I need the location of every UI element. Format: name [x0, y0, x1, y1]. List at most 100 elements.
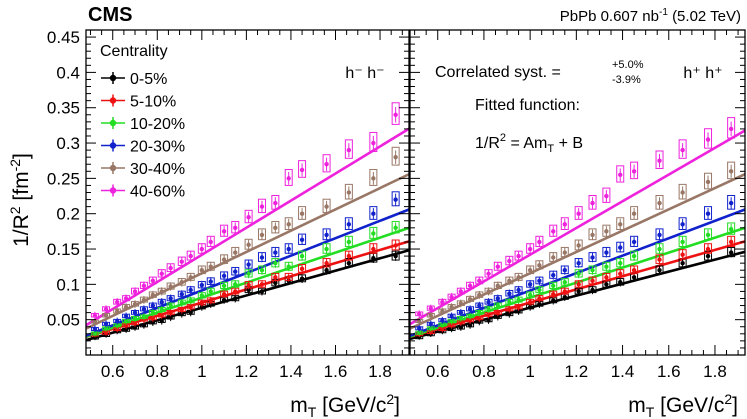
- marker: [590, 287, 595, 293]
- data-point: [197, 265, 206, 275]
- data-point: [369, 131, 378, 153]
- x-tick-label: 1.2: [235, 362, 259, 381]
- marker: [495, 310, 500, 315]
- syst-box: [727, 195, 736, 210]
- marker: [458, 289, 464, 294]
- marker: [208, 298, 213, 303]
- data-point: [90, 325, 99, 333]
- marker: [516, 297, 521, 303]
- data-point: [493, 294, 502, 303]
- legend-title: Centrality: [100, 43, 168, 60]
- marker: [486, 299, 491, 305]
- marker: [458, 310, 464, 315]
- marker: [221, 273, 227, 279]
- marker: [233, 269, 238, 274]
- marker: [537, 301, 542, 307]
- data-point: [630, 235, 639, 248]
- marker: [233, 225, 238, 231]
- marker: [346, 222, 352, 227]
- marker: [92, 330, 98, 336]
- marker: [507, 258, 512, 264]
- data-point: [113, 307, 122, 315]
- marker: [728, 126, 734, 132]
- y-axis-title: 1/R2 [fm-2]: [7, 153, 33, 247]
- x-tick-label: 1.8: [368, 362, 392, 381]
- y-tick-label: 0.25: [47, 169, 80, 188]
- legend-label: 20-30%: [130, 139, 185, 156]
- marker: [590, 200, 595, 206]
- marker: [246, 282, 251, 288]
- marker: [259, 289, 265, 294]
- marker: [114, 299, 120, 305]
- marker: [618, 222, 623, 227]
- data-point: [131, 308, 140, 317]
- data-point: [602, 187, 611, 203]
- legend-entry-5-10%: 5-10%: [101, 94, 176, 111]
- data-point: [630, 161, 639, 180]
- marker: [516, 253, 521, 259]
- data-point: [391, 239, 400, 251]
- marker: [440, 308, 445, 314]
- marker: [705, 211, 711, 216]
- marker: [449, 313, 454, 319]
- data-point: [197, 291, 206, 300]
- marker: [516, 308, 521, 314]
- data-point: [493, 308, 502, 317]
- data-point: [484, 298, 493, 306]
- marker: [657, 257, 662, 262]
- marker: [507, 278, 512, 284]
- marker: [188, 253, 193, 259]
- marker: [562, 250, 567, 255]
- marker: [199, 282, 205, 288]
- marker: [221, 257, 227, 262]
- marker: [537, 239, 542, 245]
- marker: [527, 304, 533, 310]
- marker: [273, 275, 278, 280]
- marker: [221, 292, 227, 297]
- data-point: [727, 195, 736, 210]
- marker: [92, 319, 98, 324]
- data-point: [177, 298, 186, 307]
- syst-box: [678, 139, 687, 159]
- marker: [150, 320, 156, 325]
- data-point: [655, 150, 664, 169]
- data-point: [484, 316, 493, 324]
- marker: [618, 172, 623, 178]
- data-point: [616, 165, 625, 183]
- data-point: [231, 246, 240, 258]
- marker: [680, 147, 685, 153]
- marker: [199, 304, 205, 310]
- data-point: [549, 224, 558, 237]
- legend-marker: [109, 164, 117, 172]
- data-point: [157, 298, 166, 306]
- marker: [188, 275, 193, 280]
- data-point: [139, 313, 148, 321]
- data-point: [535, 294, 544, 303]
- marker: [576, 289, 581, 294]
- data-point: [415, 324, 424, 332]
- data-point: [344, 250, 353, 261]
- data-point: [602, 246, 611, 258]
- data-point: [298, 206, 307, 220]
- marker: [259, 282, 265, 287]
- marker: [92, 326, 98, 332]
- marker: [246, 215, 251, 220]
- data-point: [484, 269, 493, 279]
- data-point: [369, 169, 378, 186]
- marker: [507, 306, 512, 312]
- data-point: [257, 265, 266, 275]
- data-point: [369, 243, 378, 254]
- data-point: [284, 217, 293, 231]
- marker: [562, 268, 567, 273]
- marker: [246, 242, 251, 247]
- data-point: [186, 285, 195, 295]
- data-point: [231, 280, 240, 289]
- marker: [477, 316, 482, 321]
- data-point: [602, 261, 611, 272]
- data-point: [475, 308, 484, 317]
- data-point: [298, 160, 307, 178]
- fit-line-5-10%: [409, 240, 746, 339]
- marker: [371, 140, 376, 146]
- marker: [188, 310, 193, 315]
- marker: [188, 287, 193, 293]
